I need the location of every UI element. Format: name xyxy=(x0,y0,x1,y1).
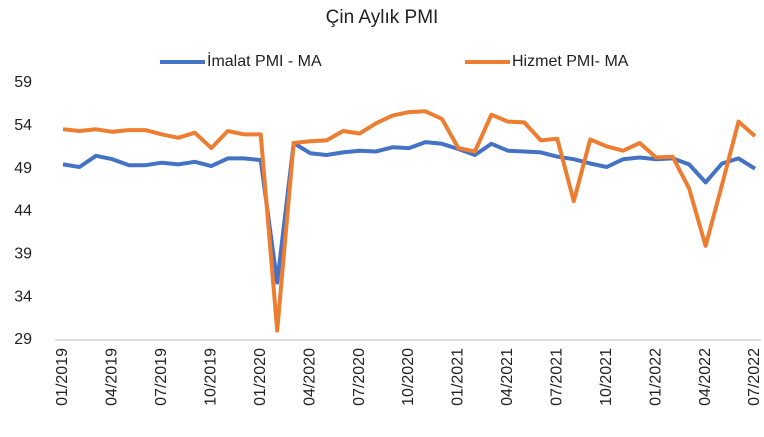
x-tick-label: 10/2019 xyxy=(203,348,220,406)
x-tick-label: 07/2021 xyxy=(549,348,566,406)
y-tick-label: 39 xyxy=(14,246,32,263)
x-tick-label: 07/2019 xyxy=(153,348,170,406)
x-tick-label: 04/2019 xyxy=(104,348,121,406)
x-tick-label: 10/2021 xyxy=(598,348,615,406)
x-tick-label: 04/2022 xyxy=(697,348,714,406)
series-line xyxy=(62,109,757,333)
y-tick-label: 59 xyxy=(14,74,32,91)
chart-title: Çin Aylık PMI xyxy=(326,7,439,28)
x-tick-label: 07/2022 xyxy=(746,348,763,406)
x-tick-label: 04/2020 xyxy=(301,348,318,406)
y-tick-label: 44 xyxy=(14,203,32,220)
legend-label: İmalat PMI - MA xyxy=(207,51,322,70)
x-tick-label: 01/2019 xyxy=(54,348,71,406)
y-tick-label: 29 xyxy=(14,331,32,348)
x-tick-label: 01/2021 xyxy=(450,348,467,406)
y-tick-label: 34 xyxy=(14,288,32,305)
x-tick-label: 01/2020 xyxy=(252,348,269,406)
y-tick-label: 49 xyxy=(14,160,32,177)
series-line xyxy=(62,140,757,285)
x-tick-label: 01/2022 xyxy=(647,348,664,406)
x-tick-label: 04/2021 xyxy=(499,348,516,406)
legend-label: Hizmet PMI- MA xyxy=(512,53,629,70)
x-tick-label: 10/2020 xyxy=(400,348,417,406)
y-tick-label: 54 xyxy=(14,117,32,134)
x-tick-label: 07/2020 xyxy=(351,348,368,406)
